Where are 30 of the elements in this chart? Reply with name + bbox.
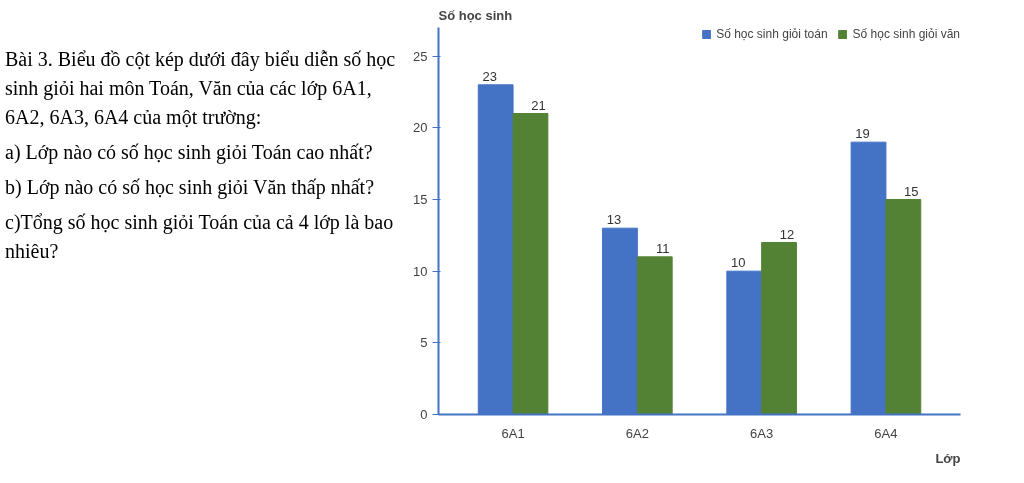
x-tick-label: 6A3 xyxy=(750,425,774,441)
data-label: 21 xyxy=(531,97,546,113)
y-axis-title: Số học sinh xyxy=(438,7,513,23)
x-tick-label: 6A2 xyxy=(625,425,649,441)
data-label: 19 xyxy=(855,126,870,142)
y-tick-label: 15 xyxy=(413,192,428,207)
text: b) Lớp nào có số học sinh giỏi Văn thấp nhất? xyxy=(5,175,376,201)
y-tick-label: 25 xyxy=(413,48,428,64)
text: a) Lớp nào có số học sinh giỏi Toán cao nhất? xyxy=(5,140,374,166)
data-label: 15 xyxy=(904,183,919,199)
data-label: 11 xyxy=(656,240,670,256)
x-tick-label: 6A4 xyxy=(874,425,898,441)
data-label: 13 xyxy=(606,212,622,228)
bar xyxy=(636,256,673,415)
text: c)Tổng số học sinh giỏi Toán của cả 4 lớp là bao nhiêu? xyxy=(5,210,395,264)
y-tick-label: 10 xyxy=(413,263,428,279)
text: Bài 3. Biểu đồ cột kép dưới đây biểu diễn số học sinh giỏi hai môn Toán, Văn của các lớp 6A1, 6A2, 6A3, 6A4 của một trường: xyxy=(5,47,397,131)
legend-label: Số học sinh giỏi văn xyxy=(852,27,960,41)
data-label: 23 xyxy=(482,68,497,84)
bar xyxy=(512,113,549,415)
bar xyxy=(885,199,922,415)
legend-label: Số học sinh giỏi toán xyxy=(716,27,828,41)
x-axis-title: Lớp xyxy=(935,450,961,466)
data-label: 12 xyxy=(779,226,795,242)
y-tick-label: 5 xyxy=(420,335,428,351)
y-tick-label: 0 xyxy=(420,407,428,422)
x-tick-label: 6A1 xyxy=(501,425,525,441)
data-label: 10 xyxy=(731,255,746,271)
bar xyxy=(761,242,797,415)
y-tick-label: 20 xyxy=(413,120,428,136)
